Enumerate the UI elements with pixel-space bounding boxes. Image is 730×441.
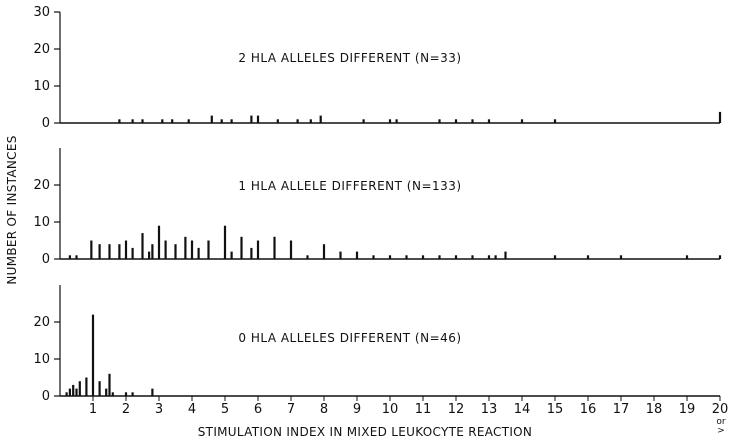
x-tick-label: 9 — [353, 402, 361, 417]
x-axis-title: STIMULATION INDEX IN MIXED LEUKOCYTE REA… — [198, 425, 532, 439]
x-tick-label: 17 — [613, 402, 630, 417]
x-tick-label: 12 — [448, 402, 465, 417]
x-tick-label: 8 — [320, 402, 328, 417]
panel-2: 0 10 20 1 HLA ALLELE DIFFERENT (N=133) — [33, 148, 722, 267]
panel-1: 0 10 20 30 2 HLA ALLELES DIFFERENT (N=33) — [33, 5, 722, 131]
x-tick-label: 16 — [580, 402, 597, 417]
y-tick-label: 0 — [42, 116, 50, 131]
x-tick-label: 19 — [679, 402, 696, 417]
panels-group: 0 10 20 30 2 HLA ALLELES DIFFERENT (N=33) 0 10… — [33, 5, 722, 404]
y-tick-label: 0 — [42, 252, 50, 267]
x-tick-label: 14 — [514, 402, 531, 417]
x-tick-label: 10 — [382, 402, 399, 417]
x-tick-label: 15 — [547, 402, 564, 417]
x-tick-label: 20 — [712, 402, 729, 417]
x-tick-label: 13 — [481, 402, 498, 417]
x-tick-label: 2 — [122, 402, 130, 417]
y-tick-label: 10 — [33, 79, 50, 94]
panel-title: 0 HLA ALLELES DIFFERENT (N=46) — [238, 331, 461, 345]
x-tick-label: 18 — [646, 402, 663, 417]
y-tick-label: 20 — [33, 178, 50, 193]
y-tick-label: 10 — [33, 352, 50, 367]
y-tick-label: 0 — [42, 389, 50, 404]
panel-title: 1 HLA ALLELE DIFFERENT (N=133) — [238, 179, 461, 193]
x-tick-label: 4 — [188, 402, 196, 417]
x-tick-label: 7 — [287, 402, 295, 417]
y-tick-label: 30 — [33, 5, 50, 20]
y-tick-label: 10 — [33, 215, 50, 230]
x-tick-label: 5 — [221, 402, 229, 417]
y-tick-label: 20 — [33, 315, 50, 330]
y-tick-label: 20 — [33, 42, 50, 57]
y-axis-title: NUMBER OF INSTANCES — [5, 135, 19, 284]
x-tick-label: 1 — [89, 402, 97, 417]
x-tick-label: 11 — [415, 402, 432, 417]
x-tick-label: 3 — [155, 402, 163, 417]
x-tick-suffix: or — [716, 417, 726, 427]
x-tick-label: 6 — [254, 402, 262, 417]
x-tick-suffix: > — [717, 426, 725, 436]
panel-title: 2 HLA ALLELES DIFFERENT (N=33) — [238, 51, 461, 65]
panel-3: 0 10 20 0 HLA ALLELES DIFFERENT (N=46) — [33, 285, 720, 404]
